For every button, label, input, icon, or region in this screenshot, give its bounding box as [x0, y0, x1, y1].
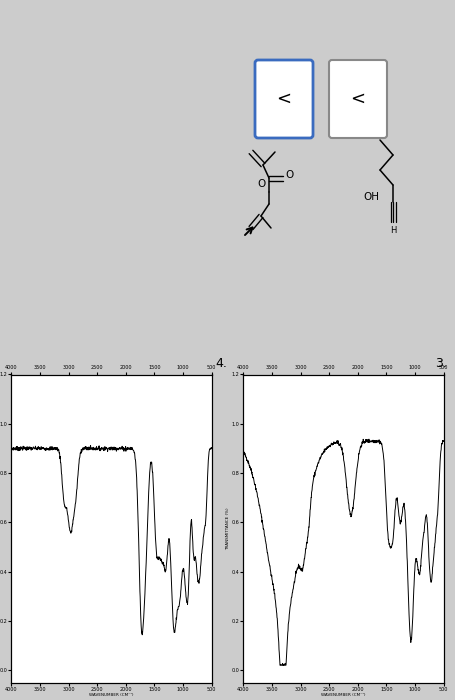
Text: O: O	[258, 179, 266, 189]
X-axis label: WAVENUMBER (CM⁻¹): WAVENUMBER (CM⁻¹)	[89, 693, 134, 697]
Text: 4.: 4.	[215, 357, 227, 370]
Text: O: O	[285, 170, 293, 180]
Text: OH: OH	[363, 192, 379, 202]
FancyBboxPatch shape	[329, 60, 387, 138]
X-axis label: WAVENUMBER (CM⁻¹): WAVENUMBER (CM⁻¹)	[321, 693, 366, 697]
Y-axis label: TRANSMITTANCE (%): TRANSMITTANCE (%)	[226, 508, 230, 550]
Text: 3.: 3.	[435, 357, 447, 370]
FancyBboxPatch shape	[255, 60, 313, 138]
Text: <: <	[350, 90, 365, 108]
Text: <: <	[277, 90, 292, 108]
Text: H: H	[390, 226, 396, 235]
